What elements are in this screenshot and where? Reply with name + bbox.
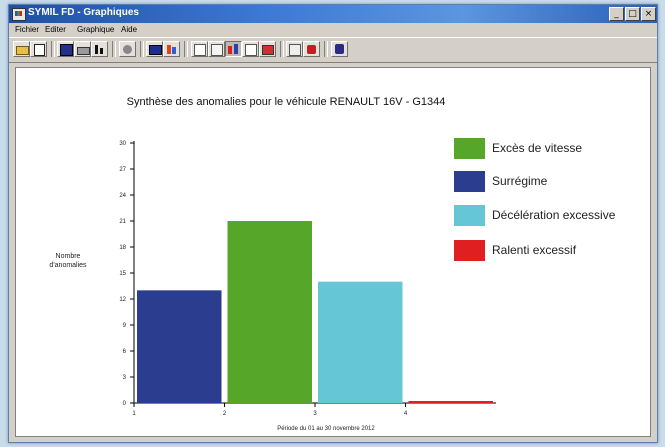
legend-swatch (454, 205, 485, 226)
print-icon (77, 47, 90, 55)
maximize-button[interactable]: □ (625, 7, 640, 21)
data-icon-bar (172, 47, 176, 54)
format-button[interactable] (208, 41, 225, 57)
3d-toggle-button[interactable] (146, 41, 163, 57)
legend-icon (245, 44, 257, 56)
open-button[interactable] (13, 41, 30, 57)
app-window: SYMIL FD - Graphiques _ □ × Fichier Edit… (8, 4, 658, 443)
legend-label: Ralenti excessif (492, 243, 577, 257)
save-icon (60, 44, 73, 56)
y-tick-label: 3 (123, 375, 127, 381)
menu-help[interactable]: Aide (121, 25, 138, 34)
menu-edit[interactable]: Editer (45, 25, 66, 34)
x-axis-label: Période du 01 au 30 novembre 2012 (277, 426, 375, 432)
format-icon (211, 44, 223, 56)
y-tick-label: 9 (123, 323, 127, 329)
minimize-button[interactable]: _ (609, 7, 624, 21)
menu-file[interactable]: Fichier (15, 25, 40, 34)
layout-icon (194, 44, 206, 56)
chart-title: Synthèse des anomalies pour le véhicule … (126, 96, 446, 108)
toolbar (9, 37, 657, 63)
color-icon (307, 45, 316, 54)
copy-button[interactable] (30, 41, 47, 57)
y-tick-label: 0 (123, 401, 127, 407)
data-button[interactable] (163, 41, 180, 57)
chart-bar-color-icon (228, 46, 232, 54)
legend-swatch (454, 240, 485, 261)
legend-item-deceleration: Décélération excessive (454, 205, 649, 227)
x-tick-label: 2 (223, 411, 227, 417)
open-icon (16, 46, 29, 55)
y-tick-label: 24 (119, 193, 126, 199)
y-tick-label: 30 (119, 141, 126, 147)
pie-chart-icon (123, 45, 132, 54)
grid-button[interactable] (259, 41, 276, 57)
legend-label: Excès de vitesse (492, 141, 583, 155)
bar-chart-icon (95, 45, 98, 54)
save-button[interactable] (57, 41, 74, 57)
y-axis-label: Nombre d'anomalies (49, 253, 87, 269)
chart-area: Synthèse des anomalies pour le véhicule … (15, 67, 651, 437)
toolbar-separator (280, 41, 284, 57)
legend-item-overrevving: Surrégime (454, 171, 649, 193)
legend-label: Décélération excessive (492, 208, 616, 222)
y-tick-label: 6 (123, 349, 127, 355)
bar-3 (318, 281, 403, 403)
grid-icon (262, 45, 274, 55)
toolbar-separator (140, 41, 144, 57)
legend-swatch (454, 138, 485, 159)
bar-1 (137, 290, 222, 403)
grid-3d-icon (149, 45, 162, 55)
legend-swatch (454, 171, 485, 192)
bar-chart-icon-bar (100, 48, 103, 54)
bar-2 (227, 221, 312, 403)
window-title: SYMIL FD - Graphiques (28, 7, 139, 18)
chart-type-bar-button[interactable] (225, 41, 242, 57)
copy-icon (34, 44, 45, 56)
settings-button[interactable] (286, 41, 303, 57)
y-tick-label: 15 (119, 271, 126, 277)
data-icon (167, 45, 171, 54)
color-button[interactable] (303, 41, 320, 57)
toolbar-separator (112, 41, 116, 57)
settings-icon (289, 44, 301, 56)
chart-bar-color-icon-bar (234, 44, 238, 54)
x-tick-label: 4 (404, 411, 408, 417)
print-button[interactable] (74, 41, 91, 57)
legend-label: Surrégime (492, 174, 548, 188)
help-button[interactable] (331, 41, 348, 57)
x-tick-label: 3 (313, 411, 317, 417)
menu-chart[interactable]: Graphique (77, 25, 115, 34)
legend-item-speeding: Excès de vitesse (454, 138, 649, 160)
legend-button[interactable] (242, 41, 259, 57)
legend-item-idling: Ralenti excessif (454, 240, 649, 262)
layout-button[interactable] (191, 41, 208, 57)
x-tick-label: 1 (132, 411, 136, 417)
y-tick-label: 12 (119, 297, 126, 303)
bar-4-baseline (408, 401, 493, 403)
pie-chart-button[interactable] (119, 41, 136, 57)
close-button[interactable]: × (641, 7, 656, 21)
menu-bar: Fichier Editer Graphique Aide (9, 23, 657, 37)
app-chart-icon (12, 8, 26, 21)
help-icon (335, 44, 344, 54)
y-tick-label: 27 (119, 167, 126, 173)
toolbar-separator (324, 41, 328, 57)
y-tick-label: 18 (119, 245, 126, 251)
bar-chart-button[interactable] (91, 41, 108, 57)
toolbar-separator (51, 41, 55, 57)
toolbar-separator (184, 41, 188, 57)
title-bar[interactable]: SYMIL FD - Graphiques _ □ × (9, 5, 657, 23)
y-tick-label: 21 (119, 219, 126, 225)
